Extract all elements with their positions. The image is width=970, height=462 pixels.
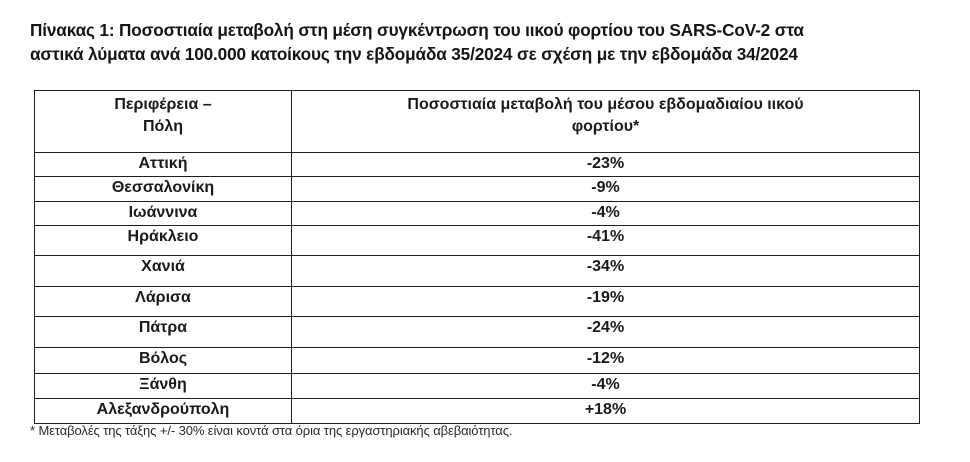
change-cell: -41% xyxy=(291,225,920,256)
city-cell: Λάρισα xyxy=(34,286,292,317)
table-row: Χανιά -34% xyxy=(34,255,920,287)
change-cell: -24% xyxy=(291,316,920,348)
table-row: Ηράκλειο -41% xyxy=(34,225,920,256)
city-cell: Χανιά xyxy=(34,255,292,287)
change-cell: -4% xyxy=(291,373,920,399)
header-region-city: Περιφέρεια – Πόλη xyxy=(34,90,292,153)
change-cell: +18% xyxy=(291,398,920,424)
table-row: Ιωάννινα -4% xyxy=(34,201,920,226)
change-cell: -34% xyxy=(291,255,920,287)
table-caption: Πίνακας 1: Ποσοστιαία μεταβολή στη μέση … xyxy=(30,18,960,66)
table-row: Ξάνθη -4% xyxy=(34,373,920,399)
table-row: Αττική -23% xyxy=(34,152,920,177)
footnote: * Μεταβολές της τάξης +/- 30% είναι κοντ… xyxy=(30,423,513,438)
city-cell: Πάτρα xyxy=(34,316,292,348)
city-cell: Ηράκλειο xyxy=(34,225,292,256)
change-cell: -12% xyxy=(291,347,920,374)
table-row: Θεσσαλονίκη -9% xyxy=(34,176,920,202)
change-cell: -9% xyxy=(291,176,920,202)
header-row: Περιφέρεια – Πόλη Ποσοστιαία μεταβολή το… xyxy=(34,90,920,153)
change-cell: -19% xyxy=(291,286,920,317)
header-percent-change: Ποσοστιαία μεταβολή του μέσου εβδομαδιαί… xyxy=(291,90,920,153)
header-region-city-line-2: Πόλη xyxy=(143,118,183,135)
city-cell: Αλεξανδρούπολη xyxy=(34,398,292,424)
city-cell: Ξάνθη xyxy=(34,373,292,399)
city-cell: Θεσσαλονίκη xyxy=(34,176,292,202)
header-region-city-line-1: Περιφέρεια – xyxy=(114,96,212,113)
table-row: Αλεξανδρούπολη +18% xyxy=(34,398,920,424)
change-cell: -23% xyxy=(291,152,920,177)
table-row: Λάρισα -19% xyxy=(34,286,920,317)
table-row: Βόλος -12% xyxy=(34,347,920,374)
header-percent-change-line-2: φορτίου* xyxy=(571,118,640,135)
city-cell: Ιωάννινα xyxy=(34,201,292,226)
wastewater-change-table: Περιφέρεια – Πόλη Ποσοστιαία μεταβολή το… xyxy=(34,90,920,424)
caption-line-2: αστικά λύματα ανά 100.000 κατοίκους την … xyxy=(30,44,798,64)
caption-line-1: Πίνακας 1: Ποσοστιαία μεταβολή στη μέση … xyxy=(30,20,804,40)
city-cell: Βόλος xyxy=(34,347,292,374)
header-percent-change-line-1: Ποσοστιαία μεταβολή του μέσου εβδομαδιαί… xyxy=(407,96,804,113)
table-row: Πάτρα -24% xyxy=(34,316,920,348)
change-cell: -4% xyxy=(291,201,920,226)
city-cell: Αττική xyxy=(34,152,292,177)
